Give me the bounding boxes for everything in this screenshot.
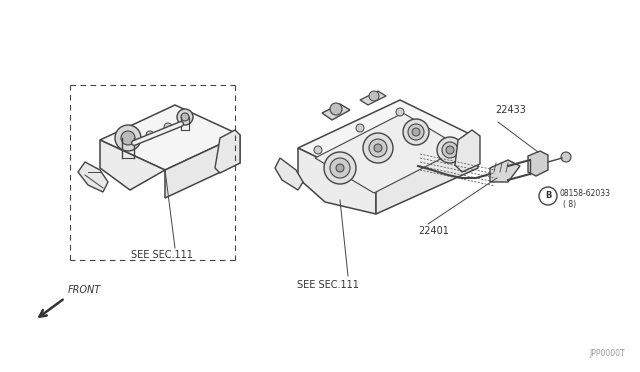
Text: 08158-62033: 08158-62033: [559, 189, 610, 198]
Polygon shape: [360, 91, 386, 105]
Text: 22433: 22433: [495, 105, 526, 115]
Polygon shape: [78, 162, 108, 192]
Circle shape: [330, 103, 342, 115]
Polygon shape: [528, 151, 548, 176]
Polygon shape: [298, 148, 376, 214]
Text: JPP0000T: JPP0000T: [589, 349, 625, 358]
Circle shape: [396, 108, 404, 116]
Circle shape: [164, 123, 172, 131]
Polygon shape: [298, 100, 478, 186]
Circle shape: [442, 142, 458, 158]
Circle shape: [181, 113, 189, 121]
Circle shape: [363, 133, 393, 163]
Polygon shape: [315, 113, 462, 193]
Polygon shape: [100, 140, 165, 190]
Circle shape: [412, 128, 420, 136]
Circle shape: [374, 144, 382, 152]
Circle shape: [177, 109, 193, 125]
Circle shape: [408, 124, 424, 140]
Circle shape: [324, 152, 356, 184]
Polygon shape: [322, 104, 350, 120]
Circle shape: [539, 187, 557, 205]
Polygon shape: [376, 138, 478, 214]
Text: ( 8): ( 8): [563, 201, 576, 209]
Circle shape: [146, 131, 154, 139]
Text: SEE SEC.111: SEE SEC.111: [131, 250, 193, 260]
Text: SEE SEC.111: SEE SEC.111: [297, 280, 359, 290]
Polygon shape: [455, 130, 480, 172]
Circle shape: [314, 146, 322, 154]
Circle shape: [403, 119, 429, 145]
Polygon shape: [100, 105, 240, 170]
Text: 22401: 22401: [418, 226, 449, 236]
Text: FRONT: FRONT: [68, 285, 101, 295]
Circle shape: [369, 91, 379, 101]
Polygon shape: [215, 130, 240, 173]
Circle shape: [369, 139, 387, 157]
Text: B: B: [545, 192, 551, 201]
Circle shape: [561, 152, 571, 162]
Polygon shape: [165, 135, 240, 198]
Circle shape: [437, 137, 463, 163]
Circle shape: [356, 124, 364, 132]
Circle shape: [336, 164, 344, 172]
Circle shape: [446, 146, 454, 154]
Polygon shape: [275, 158, 303, 190]
Circle shape: [121, 131, 135, 145]
Circle shape: [330, 158, 350, 178]
Polygon shape: [490, 160, 520, 182]
Circle shape: [115, 125, 141, 151]
